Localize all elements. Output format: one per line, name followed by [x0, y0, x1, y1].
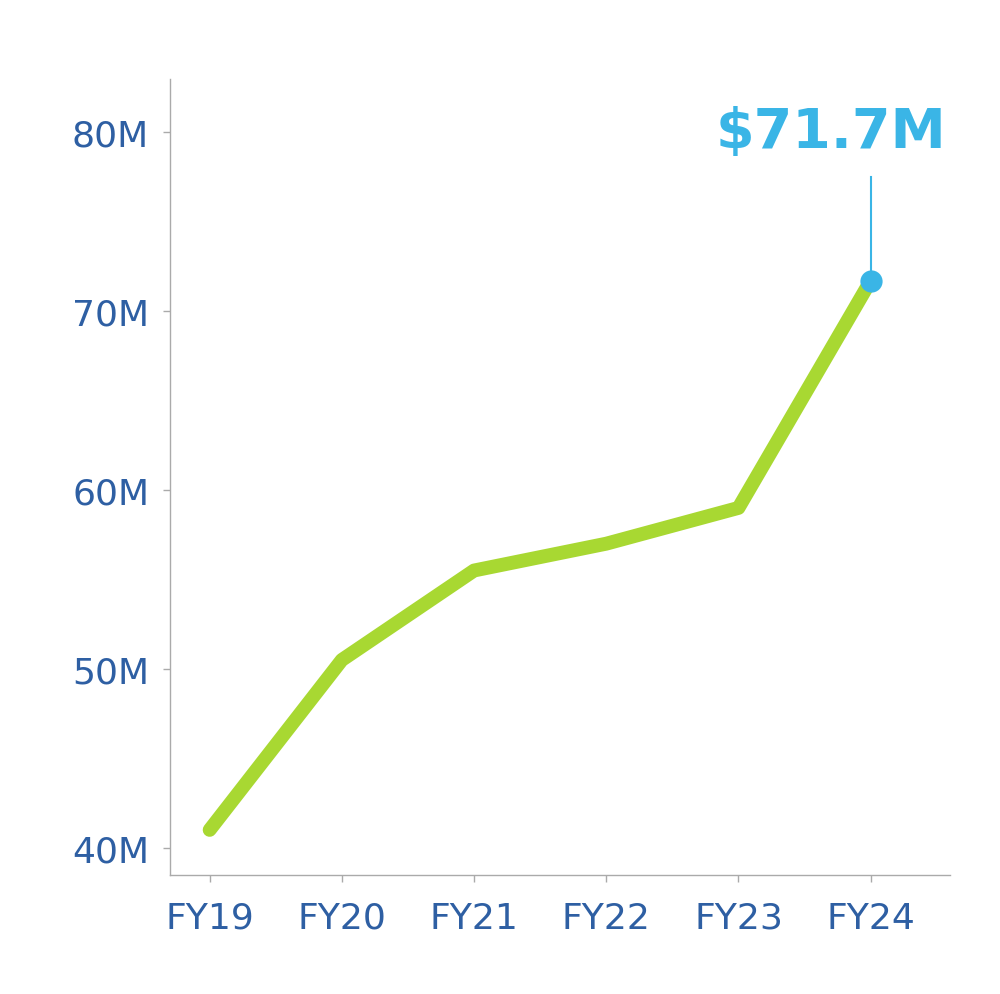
Text: $71.7M: $71.7M — [716, 106, 946, 160]
